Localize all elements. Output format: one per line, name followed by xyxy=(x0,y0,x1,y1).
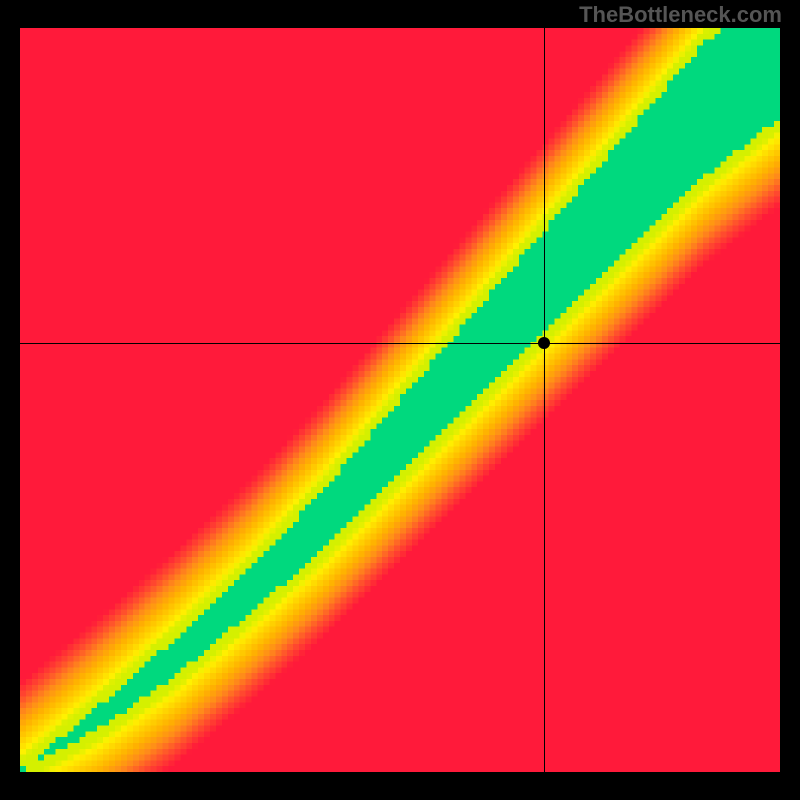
bottleneck-heatmap xyxy=(20,28,780,772)
data-point-marker xyxy=(538,337,550,349)
watermark-text: TheBottleneck.com xyxy=(579,2,782,28)
chart-container: { "canvas": { "width": 800, "height": 80… xyxy=(0,0,800,800)
crosshair-vertical xyxy=(544,28,545,772)
crosshair-horizontal xyxy=(20,343,780,344)
